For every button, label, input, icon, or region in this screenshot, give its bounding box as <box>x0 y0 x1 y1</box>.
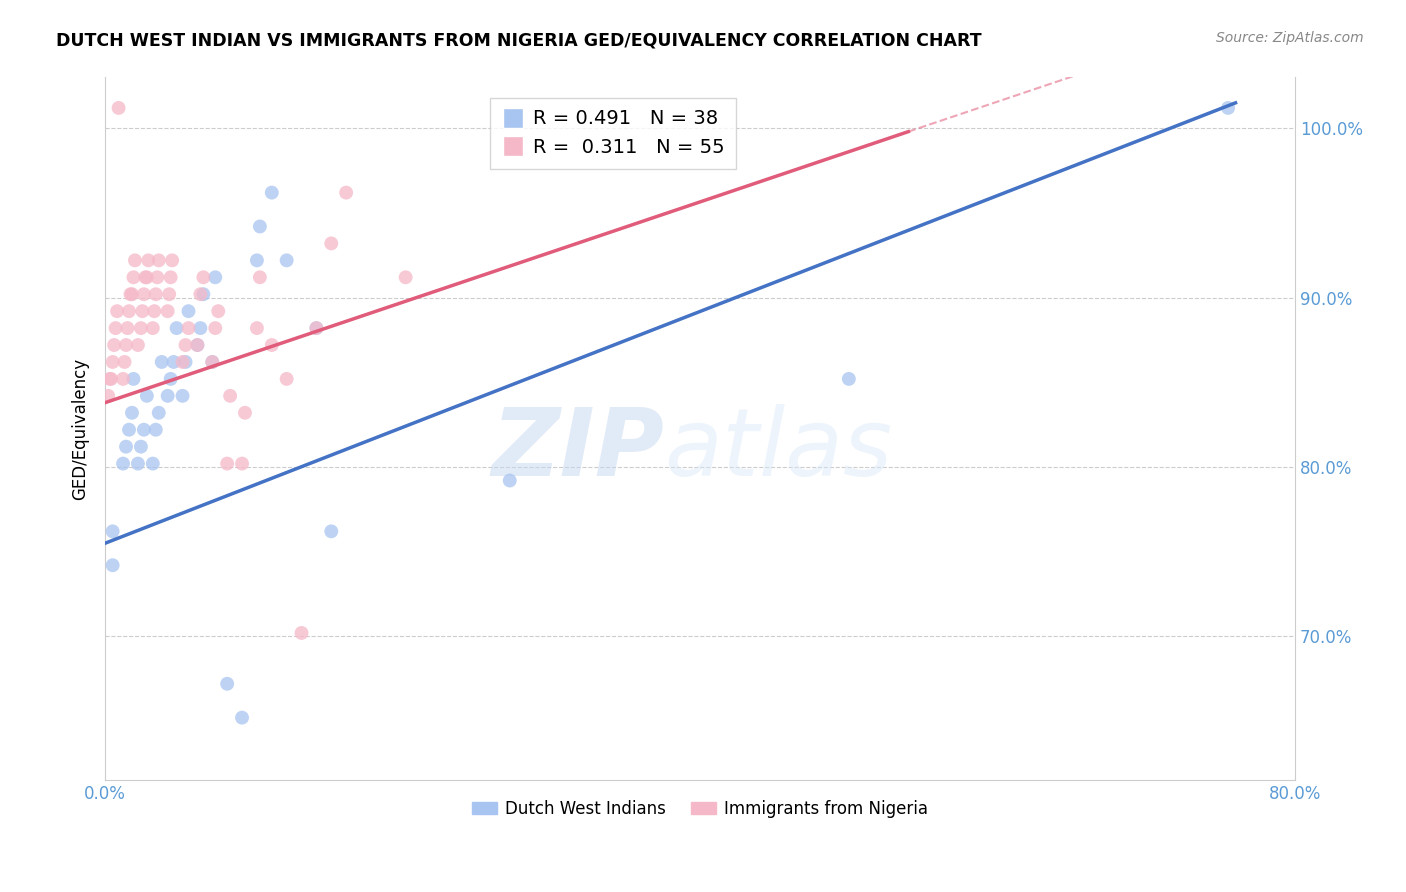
Point <box>118 304 141 318</box>
Point <box>115 440 138 454</box>
Point <box>217 677 239 691</box>
Point <box>131 304 153 318</box>
Point <box>233 406 256 420</box>
Point <box>112 457 135 471</box>
Point <box>101 355 124 369</box>
Point <box>186 338 208 352</box>
Point <box>101 558 124 573</box>
Point <box>146 270 169 285</box>
Point <box>122 270 145 285</box>
Text: ZIP: ZIP <box>492 404 665 496</box>
Point <box>305 321 328 335</box>
Point <box>121 406 143 420</box>
Point <box>101 524 124 539</box>
Point <box>117 321 139 335</box>
Point <box>249 270 271 285</box>
Point <box>201 355 224 369</box>
Point <box>104 321 127 335</box>
Point <box>157 287 180 301</box>
Point <box>204 270 226 285</box>
Point <box>217 457 239 471</box>
Point <box>172 389 194 403</box>
Point <box>160 253 183 268</box>
Point <box>148 406 170 420</box>
Point <box>838 372 860 386</box>
Point <box>395 270 418 285</box>
Text: atlas: atlas <box>665 404 893 495</box>
Point <box>148 253 170 268</box>
Point <box>98 372 121 386</box>
Point <box>156 304 179 318</box>
Point <box>118 423 141 437</box>
Point <box>114 355 136 369</box>
Point <box>231 711 253 725</box>
Point <box>1216 101 1239 115</box>
Point <box>321 236 343 251</box>
Point <box>193 287 215 301</box>
Point <box>156 389 179 403</box>
Text: DUTCH WEST INDIAN VS IMMIGRANTS FROM NIGERIA GED/EQUIVALENCY CORRELATION CHART: DUTCH WEST INDIAN VS IMMIGRANTS FROM NIG… <box>56 31 981 49</box>
Point <box>135 389 157 403</box>
Point <box>190 321 212 335</box>
Point <box>127 457 149 471</box>
Point <box>132 287 155 301</box>
Point <box>129 440 152 454</box>
Point <box>145 423 167 437</box>
Point <box>190 287 212 301</box>
Point <box>150 355 173 369</box>
Point <box>305 321 328 335</box>
Point <box>135 270 157 285</box>
Point <box>162 355 184 369</box>
Point <box>112 372 135 386</box>
Point <box>159 372 181 386</box>
Point <box>321 524 343 539</box>
Point <box>115 338 138 352</box>
Point <box>120 287 142 301</box>
Point <box>172 355 194 369</box>
Point <box>105 304 128 318</box>
Point <box>290 626 312 640</box>
Point <box>246 321 269 335</box>
Point <box>246 253 269 268</box>
Point <box>204 321 226 335</box>
Point <box>134 270 156 285</box>
Point <box>145 287 167 301</box>
Point <box>177 304 200 318</box>
Point <box>174 355 197 369</box>
Point <box>100 372 122 386</box>
Point <box>174 338 197 352</box>
Legend: Dutch West Indians, Immigrants from Nigeria: Dutch West Indians, Immigrants from Nige… <box>465 793 935 825</box>
Point <box>201 355 224 369</box>
Point <box>132 423 155 437</box>
Point <box>499 474 522 488</box>
Point <box>121 287 143 301</box>
Text: Source: ZipAtlas.com: Source: ZipAtlas.com <box>1216 31 1364 45</box>
Point <box>186 338 208 352</box>
Point <box>143 304 166 318</box>
Point <box>231 457 253 471</box>
Point <box>335 186 357 200</box>
Point <box>103 338 125 352</box>
Point <box>107 101 129 115</box>
Point <box>177 321 200 335</box>
Point <box>142 321 165 335</box>
Point <box>124 253 146 268</box>
Point <box>97 389 120 403</box>
Point <box>138 253 160 268</box>
Point <box>129 321 152 335</box>
Point <box>260 338 283 352</box>
Point <box>219 389 242 403</box>
Point <box>276 253 298 268</box>
Point <box>276 372 298 386</box>
Point <box>159 270 181 285</box>
Point <box>166 321 188 335</box>
Point <box>127 338 149 352</box>
Point <box>193 270 215 285</box>
Point <box>249 219 271 234</box>
Point <box>260 186 283 200</box>
Point <box>122 372 145 386</box>
Point <box>142 457 165 471</box>
Y-axis label: GED/Equivalency: GED/Equivalency <box>72 358 89 500</box>
Point <box>207 304 229 318</box>
